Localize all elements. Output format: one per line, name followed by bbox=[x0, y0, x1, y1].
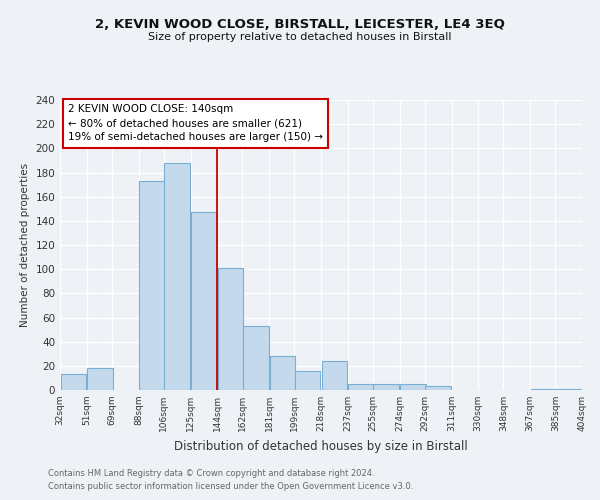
Bar bbox=[530, 389, 556, 390]
Text: Contains HM Land Registry data © Crown copyright and database right 2024.: Contains HM Land Registry data © Crown c… bbox=[48, 468, 374, 477]
X-axis label: Distribution of detached houses by size in Birstall: Distribution of detached houses by size … bbox=[174, 440, 468, 452]
Bar bbox=[164, 163, 190, 390]
Text: Size of property relative to detached houses in Birstall: Size of property relative to detached ho… bbox=[148, 32, 452, 42]
Bar bbox=[139, 181, 164, 390]
Bar bbox=[556, 389, 581, 390]
Y-axis label: Number of detached properties: Number of detached properties bbox=[20, 163, 30, 327]
Bar bbox=[348, 384, 374, 390]
Text: Contains public sector information licensed under the Open Government Licence v3: Contains public sector information licen… bbox=[48, 482, 413, 491]
Bar bbox=[400, 384, 425, 390]
Bar bbox=[373, 384, 399, 390]
Bar bbox=[218, 268, 243, 390]
Bar bbox=[425, 386, 451, 390]
Bar bbox=[87, 368, 113, 390]
Bar bbox=[61, 374, 86, 390]
Bar bbox=[269, 356, 295, 390]
Bar bbox=[295, 370, 320, 390]
Bar bbox=[191, 212, 217, 390]
Bar bbox=[243, 326, 269, 390]
Bar bbox=[322, 361, 347, 390]
Text: 2, KEVIN WOOD CLOSE, BIRSTALL, LEICESTER, LE4 3EQ: 2, KEVIN WOOD CLOSE, BIRSTALL, LEICESTER… bbox=[95, 18, 505, 30]
Text: 2 KEVIN WOOD CLOSE: 140sqm
← 80% of detached houses are smaller (621)
19% of sem: 2 KEVIN WOOD CLOSE: 140sqm ← 80% of deta… bbox=[68, 104, 323, 142]
